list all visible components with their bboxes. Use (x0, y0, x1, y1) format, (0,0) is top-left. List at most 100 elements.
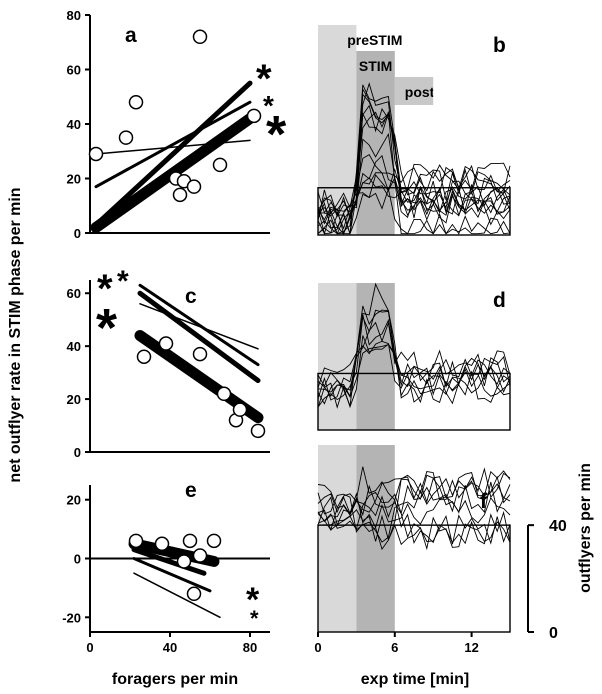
data-point (176, 554, 192, 569)
significance-star: * (117, 265, 129, 298)
y-tick-label: 80 (67, 8, 81, 23)
trace-line (317, 475, 511, 532)
panel-label-c: c (185, 285, 197, 308)
baseline-box (317, 524, 511, 633)
data-point (186, 179, 202, 194)
data-point (88, 146, 104, 162)
trace-line (317, 482, 511, 530)
data-point (118, 130, 134, 145)
data-point (136, 349, 152, 364)
panel-label-d: d (493, 289, 506, 312)
x-axis-title-right: exp time [min] (361, 671, 469, 688)
trace-line (317, 87, 511, 235)
data-point (186, 586, 202, 602)
phase-label-prestim: preSTIM (347, 32, 402, 48)
trace-line (317, 153, 511, 221)
data-point (154, 536, 170, 552)
y-tick-label: 0 (74, 552, 81, 567)
regression-line (137, 290, 261, 384)
phase-band (318, 445, 357, 632)
regression-line (133, 572, 221, 619)
regression-line (93, 80, 253, 228)
trace-line (317, 282, 511, 408)
trace-line (317, 340, 511, 405)
trace-line (317, 309, 511, 408)
trace-line (317, 162, 511, 218)
trace-line (317, 509, 511, 551)
panel-label-b: b (493, 34, 506, 57)
trace-line (317, 467, 511, 519)
baseline-box (317, 187, 511, 236)
panel-label-a: a (125, 24, 137, 47)
significance-star: * (266, 106, 287, 164)
phase-label-stim: STIM (359, 58, 392, 74)
trace-line (317, 470, 511, 551)
y-tick-label: 40 (67, 117, 81, 132)
data-point (172, 187, 188, 203)
regression-line (94, 100, 252, 189)
trace-line (317, 111, 511, 235)
significance-star: * (263, 90, 274, 121)
x-tick-label: 6 (391, 640, 398, 655)
x-tick-label: 40 (163, 640, 177, 655)
panel-e: -20 0 20 0 40 80 e ** (62, 479, 270, 655)
trace-line (317, 154, 511, 236)
scale-bar-label-top: 40 (549, 518, 567, 535)
x-axis-title-left: foragers per min (112, 671, 238, 688)
y-axis-title-left: net outflyer rate in STIM phase per min (7, 187, 24, 482)
y-tick-label: 60 (67, 63, 81, 78)
trace-line (317, 82, 511, 235)
y-tick-label: 20 (67, 392, 81, 407)
y-tick-label: 20 (67, 172, 81, 187)
data-point (246, 108, 262, 124)
regression-line (131, 547, 207, 576)
data-point (158, 336, 174, 351)
trace-line (317, 174, 511, 217)
x-tick-label: 0 (86, 640, 93, 655)
scale-bar-label-bottom: 0 (549, 625, 558, 642)
significance-star: * (96, 298, 117, 358)
x-tick-label: 12 (464, 640, 478, 655)
x-tick-label: 0 (314, 640, 321, 655)
significance-star: * (250, 606, 259, 631)
data-point (216, 386, 232, 402)
y-tick-label: -20 (62, 610, 81, 625)
trace-line (317, 164, 511, 221)
regression-line (138, 283, 260, 367)
data-point (182, 533, 198, 549)
panel-label-f: f (480, 490, 488, 513)
y-tick-label: 20 (67, 493, 81, 508)
baseline-box (317, 372, 511, 431)
panel-c: 0 20 40 60 c * ** (67, 265, 270, 460)
trace-line (317, 305, 511, 404)
significance-star: * (246, 581, 260, 619)
y-axis-title-right: outflyers per min (577, 463, 594, 593)
background (433, 77, 510, 105)
panel-b: preSTIMSTIMpostSTIMb (317, 25, 511, 236)
data-point (192, 548, 208, 563)
data-point (232, 402, 248, 417)
y-tick-label: 40 (67, 339, 81, 354)
significance-star: * (256, 57, 272, 101)
y-tick-label: 60 (67, 286, 81, 301)
significance-star: * (97, 267, 113, 311)
y-tick-label: 0 (74, 445, 81, 460)
data-point (206, 533, 222, 549)
regression-line (132, 557, 212, 593)
panel-f: 0 6 12 f 40 0 (314, 445, 567, 655)
data-point (128, 94, 144, 110)
trace-line (317, 321, 511, 398)
y-tick-label: 0 (74, 226, 81, 241)
data-point (212, 157, 228, 173)
panel-label-e: e (185, 479, 197, 502)
data-point (192, 29, 208, 45)
data-point (128, 533, 144, 549)
x-tick-label: 80 (243, 640, 257, 655)
data-point (250, 423, 266, 439)
data-point (192, 346, 208, 362)
trace-line (317, 132, 511, 229)
panel-d: d (317, 282, 511, 431)
phase-band (318, 25, 357, 235)
